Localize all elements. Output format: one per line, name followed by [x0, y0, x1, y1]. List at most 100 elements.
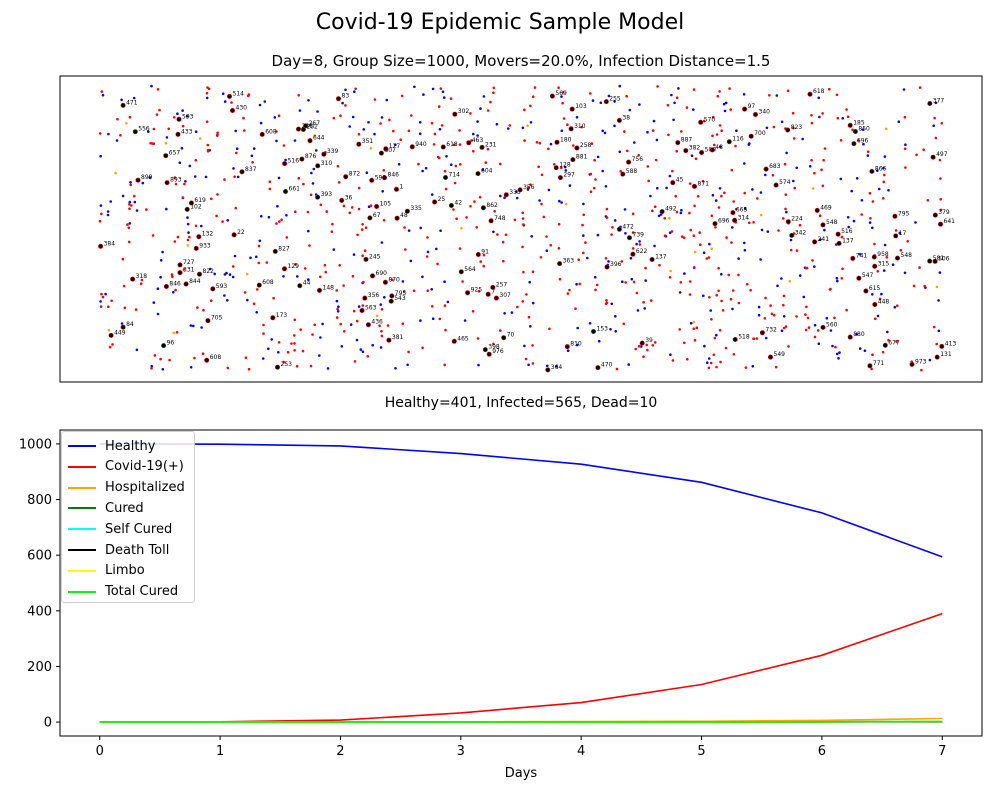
dead-marker-id-label: 739 — [633, 232, 645, 239]
infected-person-point — [804, 266, 807, 270]
healthy-person-point — [401, 280, 405, 283]
dead-marker: 727 — [177, 259, 195, 268]
dead-marker-dot — [748, 133, 754, 139]
dead-marker-dot — [807, 91, 813, 97]
healthy-person-point — [665, 186, 668, 190]
dead-marker: 887 — [675, 137, 692, 146]
infected-person-point — [637, 153, 640, 157]
infected-person-point — [768, 94, 771, 97]
infected-person-point — [721, 309, 725, 312]
infected-person-point — [693, 339, 697, 342]
infected-person-point — [206, 148, 210, 152]
dead-marker-dot — [270, 315, 276, 321]
healthy-person-point — [638, 103, 641, 106]
infected-person-point — [883, 173, 886, 177]
x-tick-label: 1 — [216, 744, 224, 759]
infected-person-point — [531, 95, 535, 98]
healthy-person-point — [624, 232, 627, 235]
infected-person-point — [378, 324, 381, 328]
infected-person-point — [100, 292, 103, 296]
infected-person-point — [590, 142, 594, 145]
dead-marker: 506 — [932, 255, 950, 264]
infected-person-point — [642, 355, 645, 359]
infected-person-point — [449, 97, 453, 100]
infected-person-point — [407, 350, 410, 354]
healthy-person-point — [591, 99, 595, 102]
healthy-person-point — [340, 345, 344, 348]
healthy-person-point — [883, 155, 887, 158]
infected-person-point — [734, 144, 737, 148]
infected-person-point — [717, 206, 721, 209]
dead-marker-dot — [259, 131, 265, 137]
dead-marker-dot — [448, 203, 454, 209]
infected-person-point — [647, 179, 650, 183]
dead-marker: 593 — [210, 283, 227, 292]
infected-person-point — [206, 86, 209, 89]
infected-person-point — [388, 118, 391, 122]
healthy-person-point — [673, 101, 676, 105]
infected-person-point — [496, 233, 499, 236]
dead-marker-dot — [869, 168, 875, 174]
infected-person-point — [595, 283, 599, 287]
healthy-person-point — [285, 214, 288, 217]
infected-person-point — [810, 114, 813, 117]
infected-person-point — [403, 226, 406, 229]
infected-person-point — [705, 257, 709, 260]
healthy-person-point — [161, 368, 165, 371]
healthy-person-point — [652, 119, 656, 123]
dead-marker: 837 — [239, 166, 257, 175]
dead-marker-dot — [732, 336, 738, 342]
hospitalized-person-point — [935, 285, 939, 289]
healthy-person-point — [628, 108, 632, 112]
hospitalized-person-point — [172, 331, 176, 335]
infected-person-point — [714, 226, 717, 229]
dead-marker: 42 — [448, 200, 462, 209]
infected-person-point — [688, 280, 692, 283]
infected-person-point — [473, 200, 476, 203]
healthy-person-point — [601, 169, 604, 173]
line-series-group — [99, 443, 943, 723]
dead-marker: 881 — [570, 154, 588, 163]
healthy-person-point — [293, 139, 297, 142]
y-tick-label: 0 — [44, 716, 52, 731]
dead-marker-id-label: 471 — [126, 99, 138, 106]
healthy-person-point — [188, 164, 192, 168]
dead-marker-dot — [316, 287, 322, 293]
infected-person-point — [813, 171, 816, 175]
dead-marker-dot — [299, 156, 305, 162]
legend-item: Cured — [68, 498, 144, 518]
dead-marker-id-label: 96 — [167, 340, 175, 347]
infected-person-point — [455, 217, 458, 220]
healthy-person-point — [798, 274, 802, 277]
healthy-person-point — [373, 132, 376, 136]
dead-marker: 463 — [466, 137, 483, 146]
hospitalized-person-point — [198, 137, 202, 140]
dead-marker-id-label: 727 — [183, 259, 195, 266]
dead-marker-dot — [871, 254, 877, 260]
infected-person-point — [708, 296, 711, 299]
infected-person-point — [524, 357, 528, 361]
infected-person-point — [680, 130, 683, 133]
healthy-person-point — [759, 191, 763, 194]
infected-person-point — [201, 352, 205, 356]
dead-marker-dot — [488, 218, 494, 224]
dead-marker: 714 — [442, 172, 460, 181]
scatter-title: Day=8, Group Size=1000, Movers=20.0%, In… — [271, 52, 771, 70]
dead-marker-id-label: 17 — [899, 230, 907, 237]
dead-marker: 340 — [752, 109, 770, 118]
infected-person-point — [581, 223, 584, 227]
infected-person-point — [829, 287, 832, 291]
dead-marker-dot — [409, 144, 415, 150]
infected-person-point — [693, 266, 696, 269]
y-tick-label: 800 — [27, 493, 52, 508]
healthy-person-point — [235, 147, 239, 150]
infected-person-point — [918, 266, 921, 269]
infected-person-point — [469, 112, 472, 115]
healthy-person-point — [630, 277, 634, 281]
healthy-person-point — [636, 309, 640, 312]
infected-person-point — [134, 308, 138, 311]
healthy-person-point — [178, 161, 182, 164]
dead-marker: 518 — [732, 334, 750, 342]
dead-marker-id-label: 846 — [169, 281, 181, 288]
dead-marker-dot — [374, 204, 380, 210]
